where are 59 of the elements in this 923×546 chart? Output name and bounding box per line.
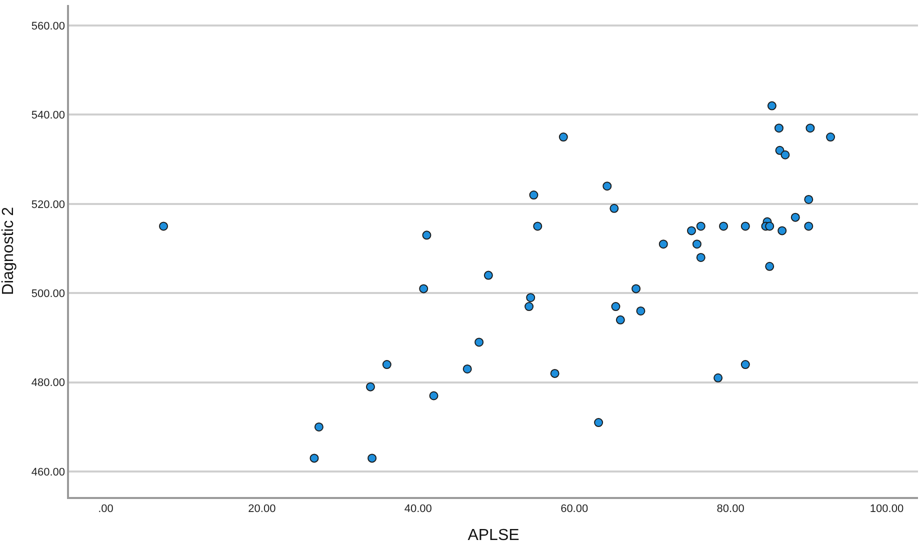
point (594, 418, 604, 428)
x-tick-label: 20.00 (248, 502, 276, 515)
point (602, 182, 612, 191)
point (474, 338, 484, 347)
point (533, 222, 542, 231)
point (159, 222, 168, 231)
point (429, 391, 438, 400)
point (765, 262, 774, 271)
point (550, 368, 560, 378)
point (714, 373, 723, 382)
point (462, 364, 472, 374)
point (804, 194, 814, 204)
point (419, 284, 428, 294)
point (616, 315, 625, 324)
point (658, 240, 668, 249)
point (778, 226, 787, 236)
point (687, 226, 696, 236)
point (774, 124, 784, 133)
x-tick-label: .00 (98, 502, 114, 515)
point (526, 293, 536, 302)
point (610, 204, 619, 213)
point (740, 222, 750, 231)
point (692, 240, 702, 249)
point (696, 252, 706, 262)
y-tick-label: 500.00 (31, 288, 66, 300)
point (780, 150, 790, 160)
point (484, 270, 493, 280)
y-tick-label: 460.00 (31, 466, 66, 478)
point (314, 422, 324, 432)
point (826, 132, 836, 142)
point (310, 454, 319, 463)
point (804, 222, 814, 231)
y-tick-label: 540.00 (31, 110, 66, 122)
point (632, 284, 641, 294)
y-axis-title: Diagnostic 2 (0, 206, 17, 296)
point (765, 222, 774, 231)
point (382, 360, 392, 370)
point (368, 454, 377, 463)
point (740, 360, 750, 370)
y-tick-label: 520.00 (31, 198, 66, 211)
point (524, 302, 534, 312)
y-tick-label: 480.00 (31, 377, 66, 390)
point (790, 212, 800, 222)
point (422, 230, 432, 240)
point (806, 124, 815, 133)
x-axis-title: APLSE (468, 527, 520, 544)
x-tick-label: 100.00 (870, 502, 904, 515)
point (696, 222, 706, 231)
point (366, 382, 375, 392)
point (719, 222, 728, 231)
y-tick-label: 560.00 (31, 20, 66, 32)
x-tick-label: 40.00 (404, 502, 432, 515)
point (529, 190, 538, 200)
x-tick-label: 60.00 (560, 502, 588, 515)
point (636, 306, 646, 316)
x-tick-label: 80.00 (716, 502, 744, 515)
point (611, 302, 620, 312)
point (558, 132, 568, 142)
point (767, 101, 776, 110)
